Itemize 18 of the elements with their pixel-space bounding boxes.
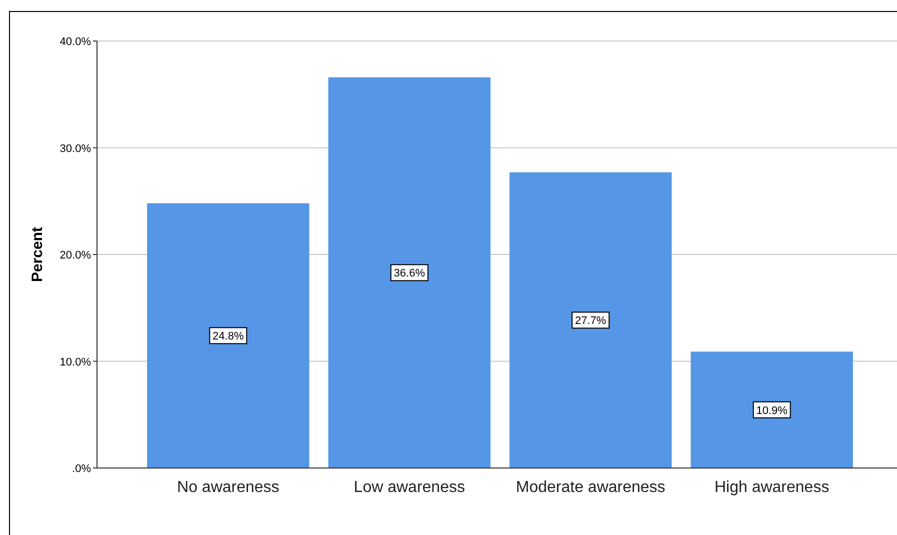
x-tick-label: Moderate awareness	[516, 479, 666, 496]
data-label: 36.6%	[394, 268, 426, 280]
bar	[510, 172, 672, 468]
y-tick-label: 30.0%	[60, 142, 92, 155]
data-label: 24.8%	[212, 330, 244, 343]
x-tick-label: High awareness	[714, 479, 830, 496]
y-axis-title: Percent	[29, 226, 46, 282]
bar	[690, 352, 853, 468]
data-label: 27.7%	[575, 315, 606, 328]
data-label: 10.9%	[756, 404, 788, 417]
bar	[328, 77, 490, 468]
y-tick-label: 20.0%	[60, 250, 92, 262]
x-tick-label: No awareness	[177, 479, 280, 496]
y-tick-label: .0%	[72, 463, 92, 475]
y-tick-label: 40.0%	[60, 36, 92, 48]
x-tick-label: Low awareness	[354, 479, 465, 496]
bar	[147, 203, 310, 468]
y-tick-label: 10.0%	[60, 356, 92, 368]
